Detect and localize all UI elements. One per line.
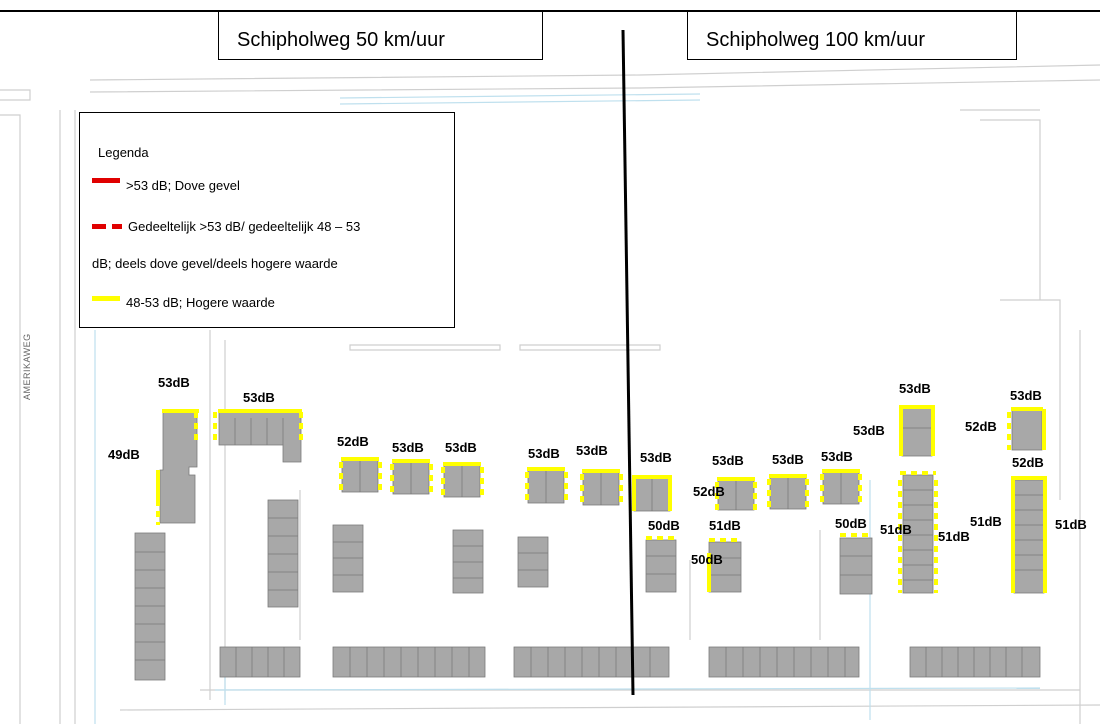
legend-swatch-yellow [92, 296, 120, 301]
noise-label: 53dB [445, 440, 477, 455]
noise-label: 52dB [693, 484, 725, 499]
noise-label: 50dB [691, 552, 723, 567]
noise-label: 53dB [853, 423, 885, 438]
legend-item-high-value: 48-53 dB; Hogere waarde [92, 295, 275, 310]
noise-label: 53dB [243, 390, 275, 405]
noise-label: 53dB [392, 440, 424, 455]
top-border [0, 10, 1100, 12]
legend-item-deaf-facade: >53 dB; Dove gevel [92, 178, 240, 193]
water-lines [94, 93, 1041, 724]
noise-label: 51dB [970, 514, 1002, 529]
noise-label: 53dB [576, 443, 608, 458]
legend-label: Gedeeltelijk >53 dB/ gedeeltelijk 48 – 5… [128, 219, 361, 234]
noise-label: 52dB [965, 419, 997, 434]
noise-label: 52dB [1012, 455, 1044, 470]
legend: Legenda >53 dB; Dove gevel Gedeeltelijk … [79, 112, 455, 328]
legend-label: >53 dB; Dove gevel [126, 178, 240, 193]
noise-label: 51dB [880, 522, 912, 537]
facade-high-solid [156, 405, 1047, 593]
facade-high-dashed [156, 412, 1011, 593]
speed-divider-line [621, 29, 635, 696]
title-right-100kmh: Schipholweg 100 km/uur [687, 12, 1017, 60]
noise-label: 53dB [821, 449, 853, 464]
title-left-50kmh: Schipholweg 50 km/uur [218, 12, 543, 60]
noise-label: 53dB [712, 453, 744, 468]
building-dividers [135, 418, 1044, 677]
noise-label: 50dB [835, 516, 867, 531]
noise-label: 52dB [337, 434, 369, 449]
legend-title: Legenda [98, 145, 149, 160]
legend-swatch-red-solid [92, 178, 120, 183]
noise-label: 53dB [1010, 388, 1042, 403]
noise-label: 53dB [640, 450, 672, 465]
noise-label: 51dB [1055, 517, 1087, 532]
noise-label: 49dB [108, 447, 140, 462]
noise-label: 50dB [648, 518, 680, 533]
street-name-amerikaweg: AMERIKAWEG [22, 333, 32, 400]
noise-label: 53dB [899, 381, 931, 396]
legend-label-continued: dB; deels dove gevel/deels hogere waarde [92, 256, 338, 271]
legend-swatch-red-dashed [92, 224, 122, 229]
noise-label: 53dB [528, 446, 560, 461]
noise-label: 51dB [709, 518, 741, 533]
legend-item-partial: Gedeeltelijk >53 dB/ gedeeltelijk 48 – 5… [92, 219, 360, 234]
legend-label: 48-53 dB; Hogere waarde [126, 295, 275, 310]
noise-label: 53dB [772, 452, 804, 467]
noise-label: 51dB [938, 529, 970, 544]
noise-label: 53dB [158, 375, 190, 390]
